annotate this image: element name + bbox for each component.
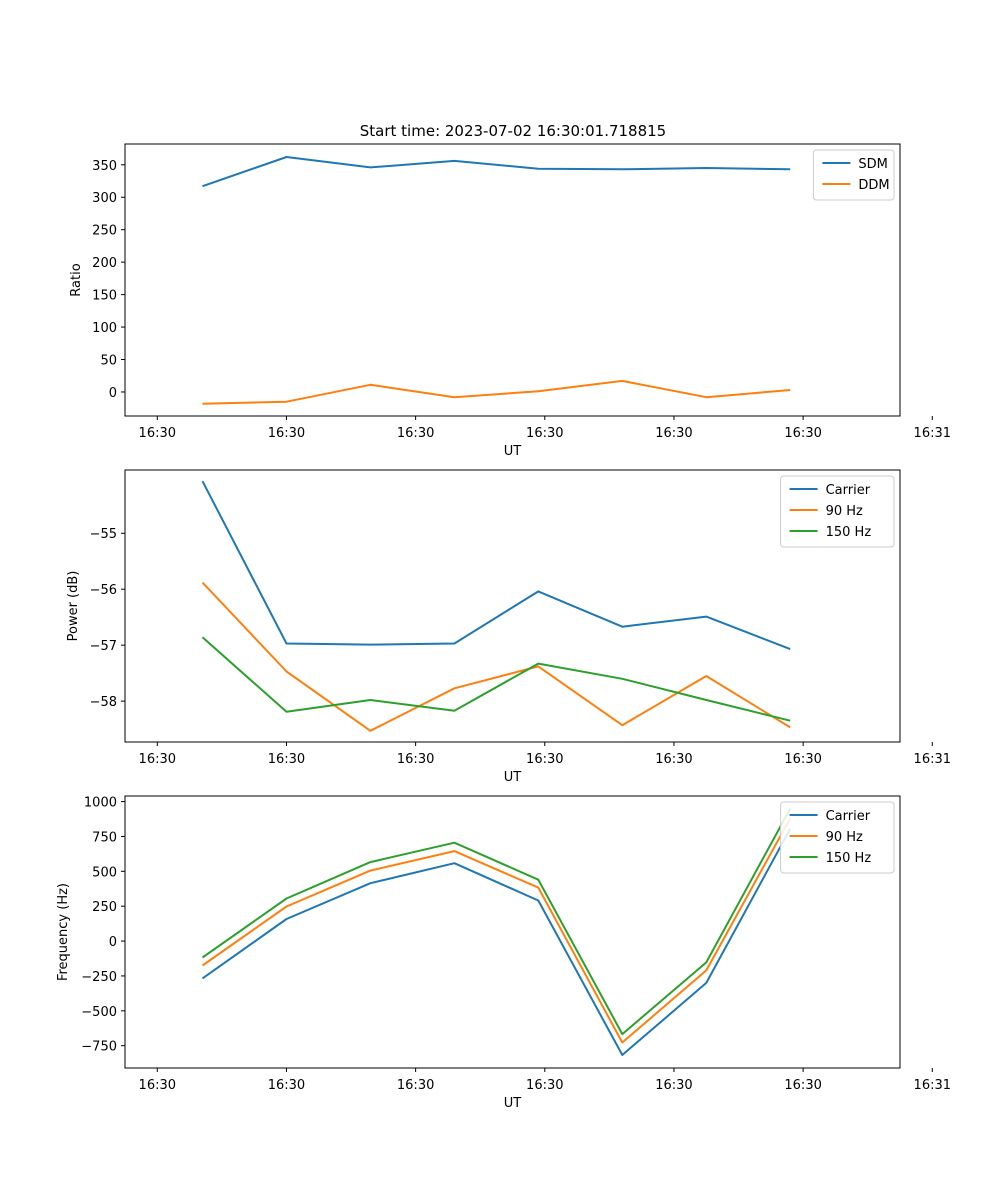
frequency-legend-label: 150 Hz	[826, 851, 872, 866]
frequency-legend-label: Carrier	[826, 809, 871, 824]
power-series-line-carrier	[201, 480, 791, 651]
power-x-tick-label: 16:30	[397, 752, 434, 767]
power-axes-frame	[124, 469, 901, 743]
frequency-y-tick-label: −750	[81, 1040, 117, 1055]
power-series-line-150-hz	[201, 636, 791, 722]
ratio-panel: 16:30 16:30 16:30 16:30 16:30 16:30 16:31 0 50 10…	[69, 143, 951, 459]
power-x-tick-label: 16:30	[655, 752, 692, 767]
frequency-y-tick-label: −250	[81, 970, 117, 985]
ratio-y-tick-label: 50	[100, 354, 117, 369]
power-y-axis-label: Power (dB)	[66, 571, 81, 642]
frequency-x-tick-label: 16:30	[268, 1078, 305, 1093]
ratio-y-tick-label: 150	[92, 289, 117, 304]
frequency-x-tick-label: 16:30	[139, 1078, 176, 1093]
frequency-panel: 16:30 16:30 16:30 16:30 16:30 16:30 16:31 −750 −…	[56, 795, 951, 1111]
ratio-axes-frame	[124, 143, 901, 417]
power-panel: 16:30 16:30 16:30 16:30 16:30 16:30 16:31 −58 −5…	[66, 469, 951, 785]
frequency-legend-box	[780, 801, 895, 874]
ratio-series-line-ddm	[202, 379, 791, 405]
frequency-x-tick-label: 16:30	[655, 1078, 692, 1093]
power-legend-label: Carrier	[826, 483, 871, 498]
ratio-y-tick-label: 300	[92, 191, 117, 206]
frequency-x-tick-label: 16:30	[784, 1078, 821, 1093]
frequency-y-axis-label: Frequency (Hz)	[56, 883, 71, 981]
ratio-series-line-sdm	[202, 156, 791, 188]
frequency-x-tick-label: 16:30	[526, 1078, 563, 1093]
frequency-legend: Carrier 90 Hz 150 Hz	[780, 801, 895, 874]
ratio-x-tick-label: 16:31	[914, 426, 951, 441]
power-legend: Carrier 90 Hz 150 Hz	[780, 475, 895, 548]
ratio-x-tick-label: 16:30	[784, 426, 821, 441]
ratio-y-tick-label: 350	[92, 159, 117, 174]
ratio-y-tick-label: 250	[92, 224, 117, 239]
ratio-legend-label: DDM	[858, 178, 889, 193]
ratio-x-tick-label: 16:30	[139, 426, 176, 441]
power-y-tick-label: −55	[90, 527, 117, 542]
ratio-x-axis-label: UT	[504, 444, 522, 459]
frequency-series-line-90-hz	[201, 817, 792, 1044]
ratio-y-axis-label: Ratio	[69, 263, 84, 296]
frequency-axes-frame	[124, 795, 901, 1069]
ratio-y-tick-label: 200	[92, 256, 117, 271]
frequency-y-tick-label: −500	[81, 1005, 117, 1020]
power-y-tick-label: −56	[90, 583, 117, 598]
frequency-y-tick-label: 1000	[84, 796, 117, 811]
ratio-y-tick-label: 0	[109, 386, 117, 401]
frequency-x-tick-label: 16:30	[397, 1078, 434, 1093]
power-x-tick-label: 16:30	[784, 752, 821, 767]
ratio-x-tick-label: 16:30	[397, 426, 434, 441]
ratio-x-tick-label: 16:30	[526, 426, 563, 441]
frequency-series-line-150-hz	[201, 808, 792, 1036]
power-legend-label: 150 Hz	[826, 525, 872, 540]
ratio-legend-label: SDM	[858, 157, 887, 172]
frequency-x-axis-label: UT	[504, 1096, 522, 1111]
chart-title: Start time: 2023-07-02 16:30:01.718815	[360, 122, 666, 140]
power-x-tick-label: 16:31	[914, 752, 951, 767]
power-x-tick-label: 16:30	[268, 752, 305, 767]
power-y-tick-label: −58	[90, 695, 117, 710]
power-legend-label: 90 Hz	[826, 504, 863, 519]
power-x-axis-label: UT	[504, 770, 522, 785]
ratio-y-tick-label: 100	[92, 321, 117, 336]
frequency-y-tick-label: 0	[109, 935, 117, 950]
frequency-y-tick-label: 750	[92, 830, 117, 845]
power-x-tick-label: 16:30	[526, 752, 563, 767]
ratio-x-tick-label: 16:30	[655, 426, 692, 441]
frequency-legend-label: 90 Hz	[826, 830, 863, 845]
frequency-y-tick-label: 250	[92, 900, 117, 915]
power-y-tick-label: −57	[90, 639, 117, 654]
ratio-legend: SDM DDM	[812, 149, 895, 201]
frequency-y-tick-label: 500	[92, 865, 117, 880]
power-series-line-90-hz	[201, 581, 791, 732]
power-legend-box	[780, 475, 895, 548]
power-x-tick-label: 16:30	[139, 752, 176, 767]
ratio-x-tick-label: 16:30	[268, 426, 305, 441]
frequency-x-tick-label: 16:31	[914, 1078, 951, 1093]
frequency-series-line-carrier	[201, 828, 792, 1056]
